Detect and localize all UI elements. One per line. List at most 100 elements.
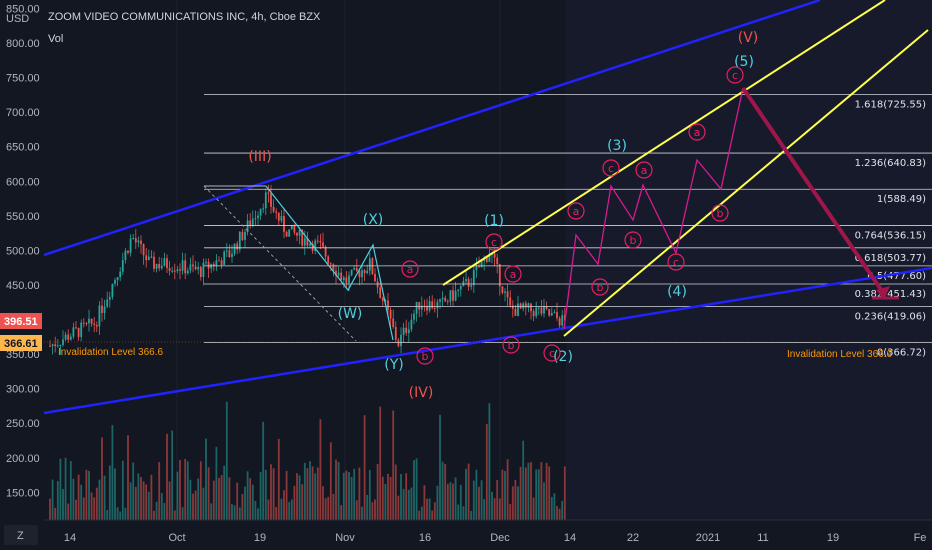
price-tick-label: 250.00 [6,418,40,430]
volume-bar [296,473,298,520]
volume-bar [62,488,64,520]
candle-body [140,240,142,245]
candle-body [231,253,233,258]
volume-bar [504,470,506,520]
volume-bar [212,480,215,520]
price-axis-labels: 150.00200.00250.00300.00350.00400.00450.… [6,3,40,499]
volume-bar [283,490,285,520]
volume-bar [197,478,200,520]
volume-bar [459,484,462,520]
fibonacci-levels: 1.618(725.55) 1.236(640.83) 1(588.49) 0.764… [204,94,932,359]
volume-bar [262,421,265,520]
invalidation-price-label: 366.61 [4,338,38,350]
fib-level-label: 0.5(477.60) [867,271,926,282]
candle-body [264,192,267,209]
volume-bar [441,461,444,520]
time-tick-label: 16 [419,532,431,544]
svg-text:b: b [717,207,724,220]
fib-level-label: 0.382(451.43) [855,289,927,300]
candle-body [387,300,389,310]
volume-bar [275,506,278,520]
volume-bar [80,484,83,520]
candle-body [475,266,478,271]
candle-body [54,344,57,347]
candle-body [158,264,161,269]
volume-bar [322,486,324,520]
candle-body [452,290,454,301]
candle-body [368,258,371,271]
candle-body [225,250,228,252]
timezone-label: Z [17,530,24,542]
volume-bar [277,438,280,520]
volume-bar [392,410,395,520]
candle-body [103,306,106,313]
candle-body [462,281,465,287]
candle-body [361,270,363,278]
timezone-button[interactable]: Z [4,525,38,545]
subwave-label: b [591,278,609,296]
volume-bar [509,503,512,520]
time-tick-label: 19 [827,532,839,544]
candle-body [556,312,558,319]
candlesticks [49,184,566,355]
volume-bar [332,493,335,520]
elliott-wave-label: (W) [338,306,363,322]
candle-body [163,258,166,266]
volume-bar [561,500,564,520]
time-axis-labels: 14 Oct 19 Nov 16 Dec 14 22 2021 11 19 Fe [64,532,927,544]
candle-body [301,230,304,246]
fib-level-label: 0.618(503.77) [855,253,927,264]
subwave-label: b [711,204,729,222]
volume-bar [306,468,309,520]
candle-body [145,255,148,261]
subwave-label: c [485,233,503,251]
candle-body [381,297,384,301]
candle-body [59,344,62,346]
volume-bar [147,491,150,520]
volume-bar [121,460,124,520]
candle-body [153,256,155,269]
svg-text:b: b [630,234,637,247]
volume-bar [335,459,337,520]
volume-bar [106,509,109,520]
volume-bar [140,477,142,520]
invalidation-left-label: Invalidation Level 366.6 [58,347,164,358]
volume-bar [342,472,345,520]
volume-bar [114,468,116,520]
yellow-channel-upper [442,0,886,286]
subwave-label: c [726,66,744,84]
candle-body [288,229,291,237]
corrective-wxy-path [265,185,394,341]
candle-body [532,311,535,317]
candle-body [290,225,293,230]
price-axis[interactable] [0,0,44,520]
candle-body [496,257,499,265]
candle-body [228,250,231,258]
candle-body [51,344,54,346]
candle-body [545,306,548,310]
candle-body [277,212,280,221]
candle-body [498,264,501,287]
volume-bar [207,467,210,520]
elliott-wave-label: (3) [607,138,627,154]
volume-bar [498,498,501,520]
volume-bar [532,497,535,520]
candle-body [233,243,236,254]
volume-bar [548,466,551,520]
symbol-title[interactable]: ZOOM VIDEO COMMUNICATIONS INC, 4h, Cboe … [48,11,321,23]
volume-bar [454,477,457,520]
fib-level-label: 0.236(419.06) [855,311,927,322]
candle-body [420,305,423,310]
volume-bar [267,499,270,520]
volume-bar [93,497,96,520]
volume-indicator-label[interactable]: Vol [48,33,63,45]
candle-body [108,296,111,300]
volume-bar [54,507,57,520]
volume-bar [238,507,241,520]
volume-bar [249,478,252,520]
time-axis[interactable] [0,520,932,550]
candle-body [218,260,220,262]
volume-bar [433,502,436,520]
target-arrow [741,86,899,300]
